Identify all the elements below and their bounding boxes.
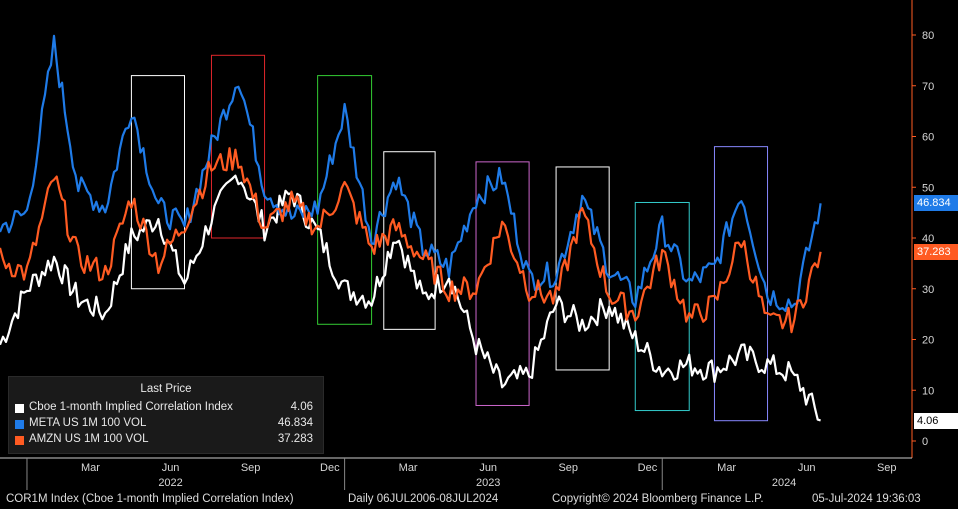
- y-tick-label-70: 70: [922, 81, 934, 93]
- highlight-box-8: [713, 146, 769, 422]
- last-value-badge-meta: 46.834: [914, 195, 958, 211]
- footer-range: Daily 06JUL2006-08JUL2024: [348, 493, 499, 505]
- legend-value-meta: 46.834: [277, 417, 313, 429]
- x-tick-label-10: Sep: [877, 462, 897, 474]
- x-tick-label-0: Mar: [81, 462, 100, 474]
- legend-swatch-meta: [15, 420, 24, 429]
- legend: Last Price Cboe 1-month Implied Correlat…: [8, 376, 324, 454]
- legend-label-amzn: AMZN US 1M 100 VOL: [29, 433, 149, 445]
- highlight-box-6: [555, 166, 610, 371]
- year-label-2023: 2023: [476, 477, 500, 489]
- highlight-boxes: [130, 54, 769, 422]
- legend-item-meta: META US 1M 100 VOL 46.834: [15, 417, 317, 432]
- chart-canvas: 0 10 20 30 40 50 60 70 80 Mar Jun Sep Dec Mar Jun Sep De…: [0, 0, 934, 490]
- y-tick-label-30: 30: [922, 284, 934, 296]
- x-tick-label-1: Jun: [162, 462, 180, 474]
- y-tick-label-10: 10: [922, 385, 934, 397]
- x-tick-label-7: Dec: [638, 462, 658, 474]
- highlight-box-5: [475, 161, 530, 406]
- y-tick-label-60: 60: [922, 132, 934, 144]
- y-tick-label-40: 40: [922, 233, 934, 245]
- x-tick-label-8: Mar: [717, 462, 736, 474]
- legend-swatch-corr: [15, 404, 24, 413]
- legend-label-corr: Cboe 1-month Implied Correlation Index: [29, 401, 233, 413]
- x-tick-label-5: Jun: [479, 462, 497, 474]
- footer-timestamp: 05-Jul-2024 19:36:03: [812, 493, 921, 505]
- legend-label-meta: META US 1M 100 VOL: [29, 417, 147, 429]
- last-value-badge-amzn: 37.283: [914, 244, 958, 260]
- legend-swatch-amzn: [15, 436, 24, 445]
- y-tick-label-50: 50: [922, 182, 934, 194]
- x-tick-label-2: Sep: [241, 462, 261, 474]
- series-line-amzn: [0, 147, 822, 334]
- year-label-2022: 2022: [158, 477, 182, 489]
- series-line-corr: [0, 174, 821, 422]
- highlight-box-2: [210, 54, 266, 239]
- series-line-meta: [0, 34, 822, 312]
- footer-copyright: Copyright© 2024 Bloomberg Finance L.P.: [552, 493, 764, 505]
- footer: COR1M Index (Cboe 1-month Implied Correl…: [0, 491, 958, 509]
- y-tick-label-80: 80: [922, 30, 934, 42]
- legend-item-amzn: AMZN US 1M 100 VOL 37.283: [15, 433, 317, 448]
- highlight-box-7: [634, 201, 690, 412]
- legend-item-corr: Cboe 1-month Implied Correlation Index 4…: [15, 401, 317, 416]
- x-tick-label-9: Jun: [798, 462, 816, 474]
- highlight-box-4: [383, 151, 436, 330]
- legend-value-corr: 4.06: [290, 401, 313, 413]
- y-tick-label-20: 20: [922, 335, 934, 347]
- last-value-badge-corr: 4.06: [914, 413, 958, 429]
- footer-ticker: COR1M Index (Cboe 1-month Implied Correl…: [6, 493, 294, 505]
- x-tick-label-4: Mar: [399, 462, 418, 474]
- y-tick-label-0: 0: [922, 436, 928, 448]
- series-lines: [0, 34, 822, 422]
- legend-header: Last Price: [140, 383, 192, 395]
- year-label-2024: 2024: [772, 477, 796, 489]
- x-tick-label-3: Dec: [320, 462, 340, 474]
- highlight-box-3: [317, 75, 373, 325]
- highlight-box-1: [130, 75, 185, 290]
- axes: 0 10 20 30 40 50 60 70 80 Mar Jun Sep Dec Mar Jun Sep De…: [0, 0, 934, 490]
- x-tick-label-6: Sep: [558, 462, 578, 474]
- legend-value-amzn: 37.283: [277, 433, 313, 445]
